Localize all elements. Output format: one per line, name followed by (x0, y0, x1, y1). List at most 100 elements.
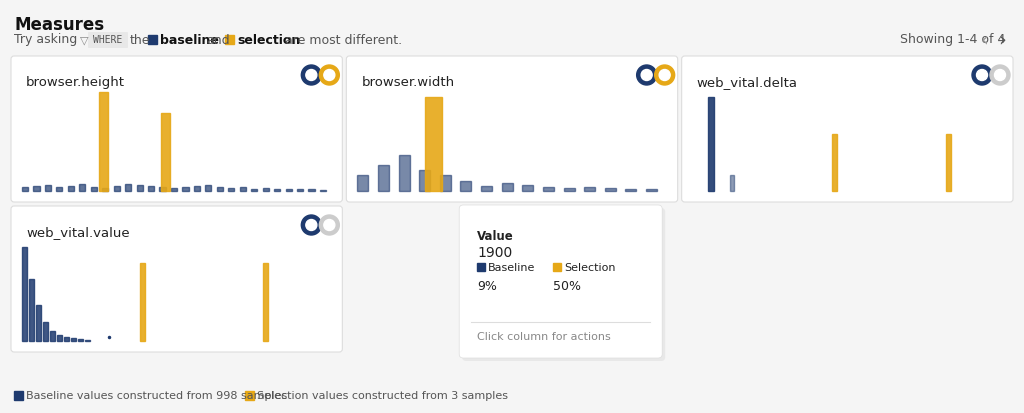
Bar (148, 36, 157, 45)
Text: Value: Value (477, 230, 514, 242)
Bar (263, 263, 268, 341)
Bar (319, 191, 326, 192)
Circle shape (301, 216, 322, 235)
Bar (626, 190, 637, 192)
Bar (161, 114, 170, 192)
Bar (217, 188, 223, 192)
Text: WHERE: WHERE (93, 35, 123, 45)
Bar (34, 187, 40, 192)
Text: 1900: 1900 (477, 245, 512, 259)
Bar (102, 188, 109, 192)
Bar (194, 187, 200, 192)
Circle shape (641, 70, 652, 81)
FancyBboxPatch shape (462, 209, 666, 361)
Text: Selection values constructed from 3 samples: Selection values constructed from 3 samp… (257, 390, 508, 400)
FancyBboxPatch shape (11, 206, 342, 352)
Bar (425, 98, 442, 192)
Text: web_vital.delta: web_vital.delta (696, 76, 798, 89)
Text: browser.width: browser.width (361, 76, 455, 89)
Circle shape (319, 66, 339, 86)
Bar (45, 186, 51, 192)
FancyBboxPatch shape (682, 57, 1013, 202)
Text: Showing 1-4 of 4: Showing 1-4 of 4 (900, 33, 1006, 46)
Bar (240, 188, 246, 192)
Text: 50%: 50% (553, 279, 582, 292)
Bar (148, 187, 155, 192)
Circle shape (319, 216, 339, 235)
Bar (79, 185, 85, 192)
Text: and: and (206, 33, 229, 46)
Text: Measures: Measures (14, 16, 104, 34)
Circle shape (972, 66, 992, 86)
Bar (477, 263, 485, 271)
Bar (378, 166, 389, 192)
Bar (946, 135, 951, 192)
Circle shape (977, 70, 987, 81)
Text: ▽: ▽ (80, 35, 88, 45)
Text: ›: › (998, 31, 1006, 50)
Text: the: the (130, 33, 151, 46)
FancyBboxPatch shape (88, 33, 128, 49)
Bar (831, 135, 837, 192)
Bar (136, 186, 142, 192)
Bar (419, 171, 430, 192)
Bar (68, 187, 74, 192)
Bar (78, 339, 83, 341)
Text: Click column for actions: Click column for actions (477, 331, 611, 341)
Bar (398, 155, 410, 192)
Text: are most different.: are most different. (285, 33, 402, 46)
Circle shape (301, 66, 322, 86)
Bar (160, 188, 166, 192)
Bar (57, 335, 62, 341)
Text: ‹: ‹ (980, 31, 988, 50)
Text: Selection: Selection (564, 262, 615, 272)
Circle shape (994, 70, 1006, 81)
Circle shape (659, 70, 670, 81)
Bar (286, 190, 292, 192)
Circle shape (654, 66, 675, 86)
Bar (543, 188, 554, 192)
Bar (85, 340, 90, 341)
Bar (553, 263, 561, 271)
Bar (461, 181, 471, 192)
Circle shape (990, 66, 1010, 86)
FancyBboxPatch shape (459, 206, 663, 358)
Circle shape (306, 220, 316, 231)
Bar (50, 331, 55, 341)
Bar (171, 188, 177, 192)
Bar (114, 187, 120, 192)
Bar (139, 263, 144, 341)
Bar (22, 248, 27, 341)
Bar (308, 190, 314, 192)
Bar (584, 188, 595, 192)
Bar (29, 279, 34, 341)
Bar (125, 185, 131, 192)
Circle shape (324, 70, 335, 81)
Text: selection: selection (237, 33, 300, 46)
Bar (43, 323, 48, 341)
Bar (182, 188, 188, 192)
Bar (63, 337, 69, 341)
Bar (22, 188, 28, 192)
Bar (274, 189, 281, 192)
Bar (481, 186, 493, 192)
Bar (730, 176, 734, 192)
Text: 9%: 9% (477, 279, 497, 292)
Bar (251, 189, 257, 192)
FancyBboxPatch shape (11, 57, 342, 202)
Bar (605, 188, 615, 192)
Text: Try asking: Try asking (14, 33, 77, 46)
Bar (245, 391, 254, 400)
Text: browser.height: browser.height (26, 76, 125, 89)
Bar (71, 338, 76, 341)
Text: Baseline: Baseline (488, 262, 536, 272)
Bar (563, 188, 574, 192)
FancyBboxPatch shape (346, 57, 678, 202)
Circle shape (306, 70, 316, 81)
Bar (297, 189, 303, 192)
Bar (14, 391, 23, 400)
Bar (99, 93, 109, 192)
Text: web_vital.value: web_vital.value (26, 225, 130, 238)
Circle shape (637, 66, 656, 86)
Bar (91, 188, 97, 192)
